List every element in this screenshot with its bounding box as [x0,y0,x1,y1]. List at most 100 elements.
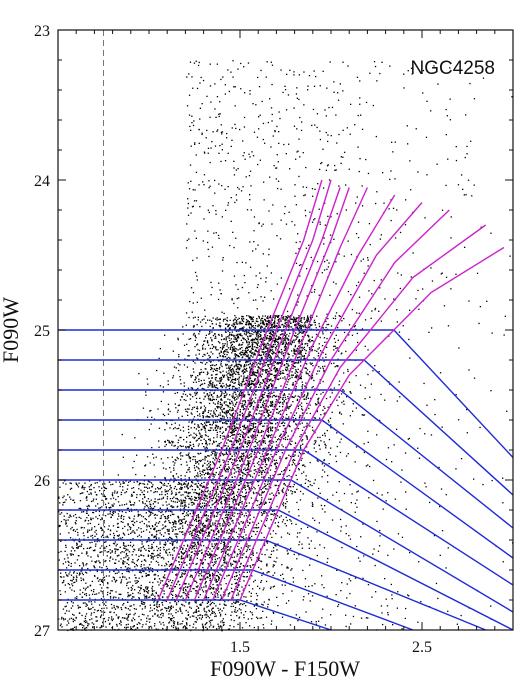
scatter-point [238,367,241,369]
scatter-point [239,347,241,350]
scatter-point [196,466,198,468]
scatter-point [217,426,220,428]
scatter-point [290,343,292,345]
scatter-point [217,333,220,336]
scatter-point [214,506,216,508]
scatter-point [203,371,205,373]
scatter-point [251,564,254,566]
scatter-point [198,504,201,506]
scatter-point [270,349,272,352]
scatter-point [253,486,255,488]
scatter-point [214,481,217,483]
scatter-point [273,564,275,566]
scatter-point [216,434,218,436]
scatter-point [250,351,252,354]
scatter-point [299,353,301,355]
scatter-point [269,434,271,437]
scatter-point [280,385,282,387]
scatter-point [163,549,165,551]
scatter-point [186,395,188,397]
scatter-point [200,560,202,562]
scatter-point [202,485,204,487]
scatter-point [251,380,253,382]
scatter-point [311,502,313,504]
scatter-point [229,331,231,334]
scatter-point [248,454,251,456]
scatter-point [315,327,317,329]
scatter-point [161,528,163,530]
scatter-point [227,491,229,494]
scatter-point [263,330,265,333]
scatter-point [195,518,197,521]
scatter-point [199,373,201,376]
scatter-point [255,334,258,336]
scatter-point [316,393,318,396]
scatter-point [182,566,185,568]
scatter-point [155,456,157,458]
scatter-point [237,363,239,366]
scatter-point [283,316,285,318]
scatter-point [266,360,268,362]
scatter-point [246,352,248,354]
scatter-point [192,334,195,336]
scatter-point [289,438,291,440]
scatter-point [293,317,295,319]
scatter-point [300,377,302,379]
scatter-point [243,468,245,471]
scatter-point [198,432,201,434]
scatter-point [218,414,220,416]
scatter-point [192,542,194,544]
scatter-point [188,455,190,458]
scatter-point [284,338,286,340]
scatter-point [218,536,220,538]
scatter-point [206,495,208,497]
scatter-point [208,399,210,401]
scatter-point [306,363,308,365]
scatter-point [267,412,269,414]
scatter-point [285,369,287,371]
scatter-point [202,417,204,419]
scatter-point [246,364,248,366]
scatter-point [206,371,209,373]
scatter-point [132,467,134,469]
scatter-point [201,387,203,390]
scatter-point [258,386,260,388]
scatter-point [230,562,232,564]
scatter-point [212,364,214,366]
scatter-point [179,584,181,586]
scatter-point [289,315,291,317]
scatter-point [151,556,153,559]
scatter-point [270,363,272,365]
scatter-point [225,484,228,486]
scatter-point [248,411,250,413]
scatter-point [291,318,293,320]
scatter-point [186,495,188,497]
scatter-point [247,436,249,438]
scatter-point [194,339,196,341]
scatter-point [256,407,258,409]
scatter-point [265,338,267,340]
scatter-point [260,354,262,356]
scatter-point [219,371,221,373]
scatter-point [173,617,175,619]
scatter-point [204,505,206,507]
scatter-point [297,328,300,330]
scatter-point [233,357,235,359]
scatter-point [262,394,264,396]
scatter-point [245,330,248,332]
scatter-point [207,372,209,374]
scatter-point [117,607,119,609]
scatter-point [319,404,321,406]
scatter-point [196,406,198,408]
scatter-point [254,353,256,355]
scatter-point [177,404,180,407]
scatter-point [174,520,176,522]
scatter-point [186,618,188,620]
scatter-point [274,463,276,465]
scatter-point [209,347,211,350]
scatter-point [281,324,283,326]
scatter-point [281,452,283,454]
scatter-point [241,501,243,503]
scatter-point [238,471,240,473]
scatter-point [265,369,267,371]
